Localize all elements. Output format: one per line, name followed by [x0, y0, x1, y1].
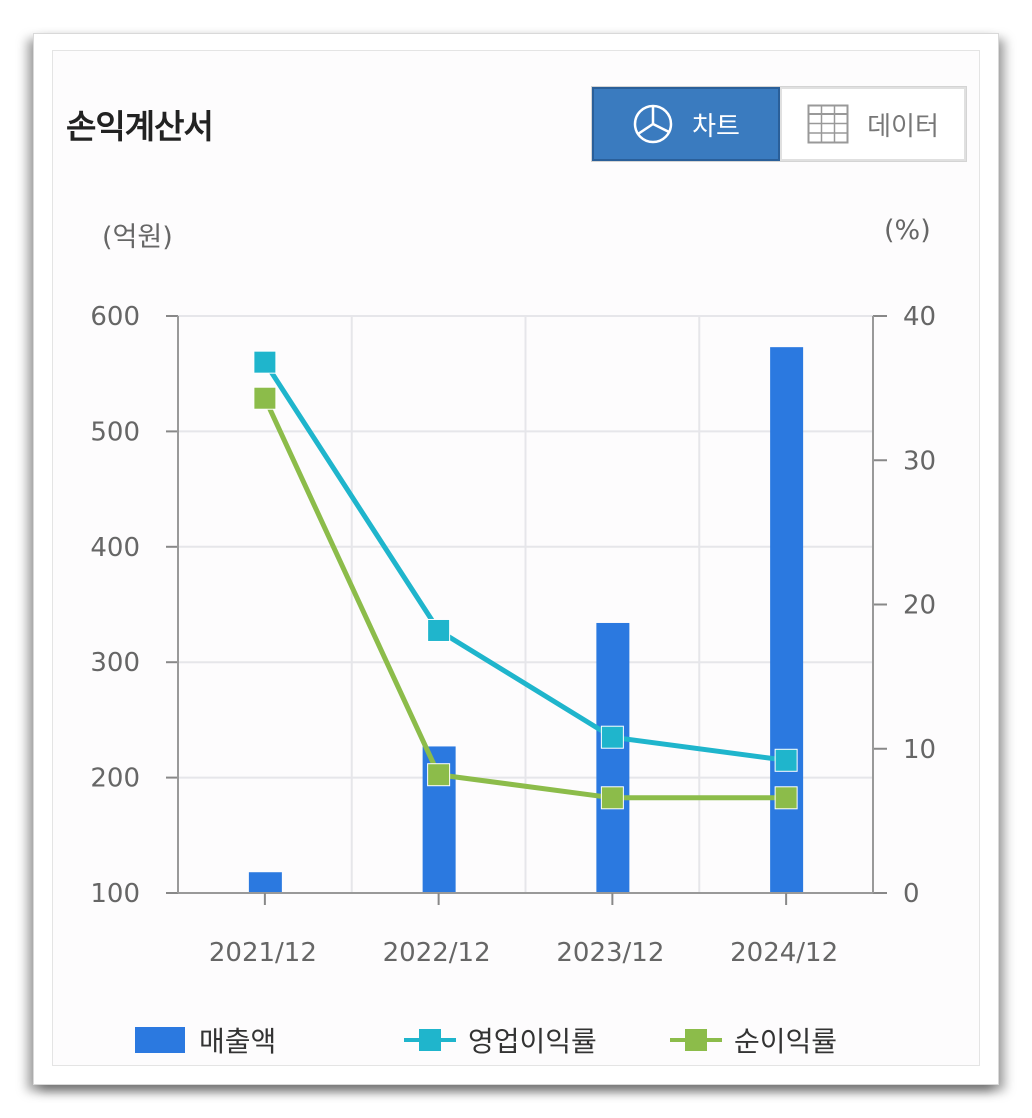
data-view-button[interactable]: 데이터 [780, 87, 966, 161]
left-axis-unit: (억원) [102, 222, 173, 253]
legend-item-operating[interactable]: 영업이익률 [404, 1018, 597, 1062]
table-grid-icon [807, 104, 849, 144]
view-toggle: 차트 데이터 [591, 86, 967, 162]
x-tick-label: 2023/12 [556, 938, 664, 968]
line-net-margin [262, 397, 787, 801]
combo-chart: 100 200 300 400 500 600 0 10 20 30 40 2021/12 2022/1… [90, 302, 936, 968]
legend-swatch-net [670, 1027, 722, 1053]
line-operating-margin [262, 360, 787, 763]
bar-sales [770, 347, 804, 894]
x-tick-label: 2022/12 [383, 938, 491, 968]
point-operating-margin [427, 618, 451, 642]
point-net-margin [774, 786, 798, 810]
bar-sales [248, 872, 282, 893]
legend-item-sales[interactable]: 매출액 [135, 1018, 276, 1062]
pie-chart-icon [633, 104, 673, 144]
bar-sales [596, 622, 630, 893]
right-axis-unit: (%) [884, 215, 931, 246]
legend-swatch-sales [135, 1027, 185, 1053]
x-tick-label: 2021/12 [209, 938, 317, 968]
left-tick-label: 200 [90, 764, 140, 794]
page-title: 손익계산서 [66, 107, 214, 146]
legend-item-net[interactable]: 순이익률 [670, 1018, 837, 1062]
legend-label-net: 순이익률 [734, 1025, 838, 1058]
legend-swatch-operating [404, 1027, 456, 1053]
point-operating-margin [774, 748, 798, 772]
right-tick-label: 30 [903, 446, 936, 476]
grid-layer [178, 315, 873, 893]
left-tick-label: 300 [90, 648, 140, 678]
right-tick-label: 10 [903, 735, 936, 765]
chart-card [52, 50, 980, 1066]
point-operating-margin [600, 725, 624, 749]
point-net-margin [427, 763, 451, 787]
right-tick-label: 20 [903, 591, 936, 621]
left-tick-label: 500 [90, 417, 140, 447]
chart-view-label: 차트 [692, 111, 740, 142]
data-view-label: 데이터 [867, 111, 939, 142]
legend-label-operating: 영업이익률 [468, 1025, 597, 1058]
point-net-margin [600, 786, 624, 810]
point-operating-margin [253, 350, 277, 374]
right-tick-label: 0 [903, 879, 920, 909]
left-tick-label: 400 [90, 533, 140, 563]
chart-view-button[interactable]: 차트 [592, 87, 780, 161]
line-layer [253, 350, 798, 810]
point-net-margin [253, 386, 277, 410]
label-layer: 100 200 300 400 500 600 0 10 20 30 40 2021/12 2022/1… [90, 302, 936, 968]
right-tick-label: 40 [903, 302, 936, 332]
left-tick-label: 600 [90, 302, 140, 332]
axis-layer [166, 315, 887, 905]
x-tick-label: 2024/12 [730, 938, 838, 968]
left-tick-label: 100 [90, 879, 140, 909]
legend-label-sales: 매출액 [199, 1025, 277, 1058]
